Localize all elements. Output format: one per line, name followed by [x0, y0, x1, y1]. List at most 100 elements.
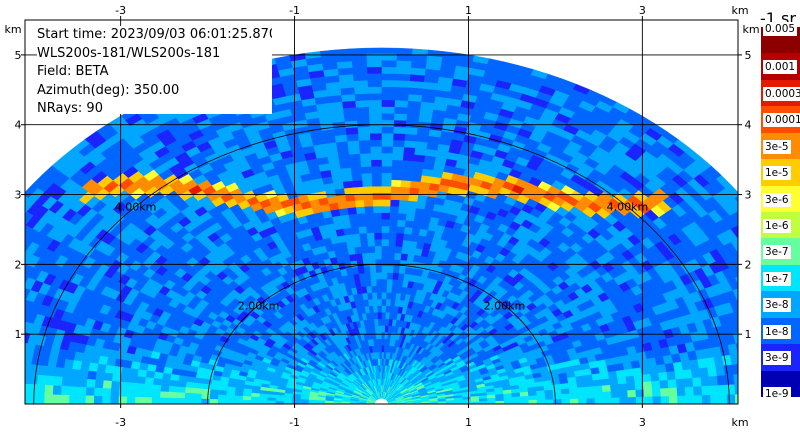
- field-cell: [0, 327, 6, 339]
- y-tick-label-left: 1: [15, 328, 22, 341]
- field-cell: [405, 120, 419, 129]
- field-cell: [371, 172, 382, 180]
- field-cell: [11, 394, 20, 404]
- field-cell: [660, 395, 670, 404]
- field-cell: [381, 166, 393, 174]
- field-cell: [384, 325, 389, 333]
- field-cell: [25, 238, 26, 239]
- field-cell: [370, 278, 377, 287]
- field-cell: [576, 380, 586, 388]
- field-cell: [45, 366, 56, 377]
- field-cell: [367, 79, 382, 88]
- field-cell: [354, 93, 369, 101]
- field-cell: [52, 394, 62, 404]
- field-cell: [395, 60, 412, 68]
- field-cell: [128, 368, 139, 377]
- field-cell: [381, 93, 396, 101]
- field-cell: [395, 79, 410, 88]
- field-cell: [381, 358, 384, 366]
- y-unit-label-left: km: [4, 23, 21, 36]
- field-cell: [381, 73, 397, 81]
- field-cell: [375, 278, 382, 286]
- field-cell: [373, 225, 382, 233]
- field-cell: [401, 159, 414, 168]
- field-cell: [357, 126, 370, 135]
- field-cell: [381, 298, 387, 306]
- field-cell: [377, 318, 382, 326]
- field-cell: [594, 391, 604, 399]
- field-cell: [350, 166, 362, 175]
- field-cell: [127, 375, 138, 384]
- field-cell: [355, 206, 366, 214]
- y-tick-label-right: 3: [745, 189, 752, 202]
- field-cell: [0, 372, 5, 383]
- field-cell: [109, 396, 119, 404]
- field-cell: [392, 272, 399, 280]
- field-cell: [77, 386, 87, 396]
- field-cell: [627, 389, 637, 398]
- field-cell: [412, 160, 425, 169]
- field-cell: [408, 240, 418, 249]
- field-cell: [336, 147, 350, 156]
- field-cell: [733, 310, 738, 323]
- x-tick-label-top: -3: [115, 4, 126, 17]
- field-cell: [376, 292, 382, 300]
- field-cell: [668, 395, 678, 404]
- field-cell: [337, 154, 350, 163]
- field-cell: [388, 232, 397, 240]
- field-cell: [334, 48, 352, 56]
- field-cell: [242, 392, 252, 397]
- field-cell: [415, 134, 429, 143]
- y-tick-label-left: 2: [15, 258, 22, 271]
- field-cell: [404, 126, 418, 135]
- field-cell: [118, 389, 128, 398]
- field-cell: [0, 317, 10, 329]
- field-cell: [101, 388, 112, 397]
- field-cell: [750, 306, 762, 319]
- field-cell: [201, 388, 211, 395]
- field-cell: [386, 265, 394, 273]
- colorbar-label: 3e-5: [763, 139, 791, 154]
- field-cell: [3, 232, 17, 246]
- field-cell: [391, 279, 399, 287]
- field-cell: [415, 201, 426, 210]
- field-cell: [737, 353, 738, 355]
- field-cell: [748, 362, 758, 373]
- field-cell: [233, 399, 243, 404]
- field-cell: [337, 201, 348, 210]
- field-cell: [336, 60, 353, 69]
- field-cell: [348, 213, 358, 222]
- field-cell: [151, 397, 161, 404]
- field-cell: [356, 212, 366, 221]
- field-cell: [353, 246, 363, 255]
- field-cell: [346, 140, 360, 149]
- field-cell: [343, 187, 355, 196]
- field-cell: [743, 205, 757, 218]
- field-cell: [352, 186, 364, 195]
- colorbar-label: 1e-5: [763, 166, 791, 181]
- field-cell: [53, 366, 65, 378]
- field-cell: [345, 133, 359, 142]
- field-cell: [25, 238, 33, 253]
- field-cell: [400, 173, 412, 182]
- field-cell: [351, 66, 368, 75]
- field-cell: [385, 305, 391, 313]
- field-cell: [37, 365, 48, 376]
- field-cell: [635, 396, 645, 404]
- field-cell: [381, 225, 390, 233]
- field-cell: [357, 219, 367, 228]
- field-cell: [358, 232, 368, 241]
- colorbar-cell: 3e-7: [761, 238, 800, 266]
- field-cell: [607, 370, 618, 379]
- field-cell: [388, 219, 398, 227]
- field-cell: [381, 179, 392, 187]
- field-cell: [495, 400, 505, 404]
- field-cell: [266, 397, 276, 402]
- field-cell: [10, 308, 22, 320]
- field-cell: [381, 285, 387, 293]
- field-cell: [577, 392, 587, 399]
- field-cell: [335, 54, 352, 63]
- field-cell: [410, 60, 427, 69]
- field-cell: [626, 382, 636, 391]
- field-cell: [401, 239, 411, 248]
